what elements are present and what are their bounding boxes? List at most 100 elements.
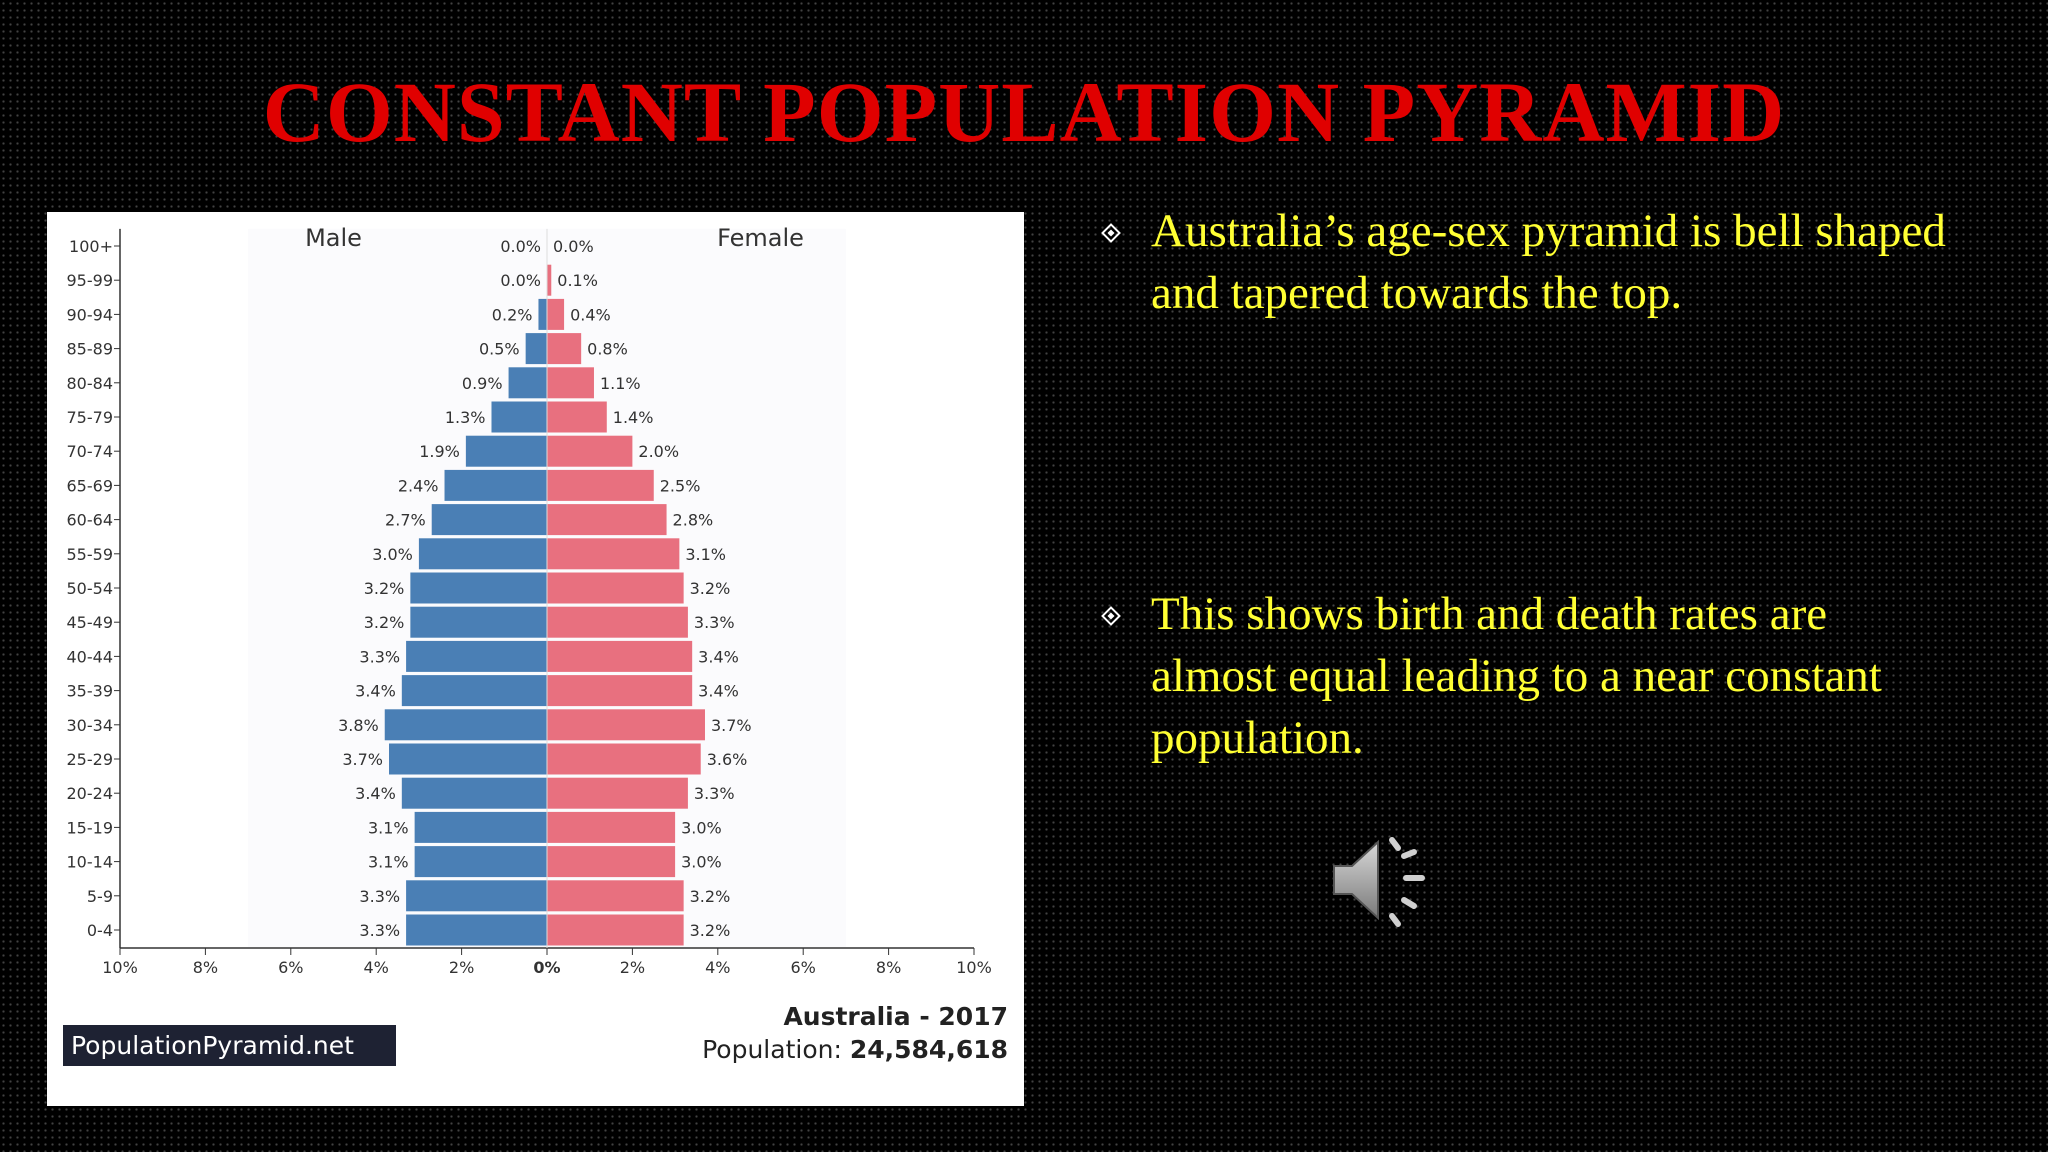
- female-data-label: 3.0%: [681, 818, 722, 837]
- female-data-label: 3.2%: [690, 887, 731, 906]
- female-data-label: 3.1%: [685, 545, 726, 564]
- male-data-label: 0.9%: [462, 374, 503, 393]
- female-data-label: 0.0%: [553, 237, 594, 256]
- x-tick-label: 6%: [791, 958, 816, 977]
- x-tick-label: 8%: [193, 958, 218, 977]
- x-tick-label: 4%: [705, 958, 730, 977]
- female-bar: [547, 811, 676, 843]
- slide-title: CONSTANT POPULATION PYRAMID: [262, 64, 1786, 160]
- female-data-label: 3.2%: [690, 579, 731, 598]
- female-bar: [547, 264, 552, 296]
- age-group-label: 85-89: [67, 340, 114, 359]
- age-group-label: 5-9: [87, 887, 113, 906]
- female-bar: [547, 538, 680, 570]
- age-group-label: 40-44: [67, 647, 114, 666]
- age-group-label: 100+: [69, 237, 113, 256]
- chart-population: Population: 24,584,618: [702, 1035, 1008, 1064]
- chart-country-year: Australia - 2017: [783, 1002, 1008, 1031]
- age-group-label: 80-84: [67, 374, 114, 393]
- male-data-label: 3.4%: [355, 682, 396, 701]
- male-bar: [406, 880, 547, 912]
- female-bar: [547, 572, 684, 604]
- pyramid-svg: 0.0% 0.0% 100+ 0.0% 0.1% 95-99 0.2% 0.4% 90-94 0.…: [67, 224, 992, 977]
- male-bar: [401, 675, 547, 707]
- age-group-label: 55-59: [67, 545, 114, 564]
- male-data-label: 1.9%: [419, 442, 460, 461]
- male-bar: [406, 914, 547, 946]
- male-bar: [384, 709, 547, 741]
- male-data-label: 3.1%: [368, 818, 409, 837]
- male-data-label: 2.4%: [398, 476, 439, 495]
- male-bar: [491, 401, 547, 433]
- male-bar: [538, 298, 547, 330]
- chart-footer: Australia - 2017 Population: 24,584,618: [702, 1002, 1008, 1064]
- male-data-label: 0.0%: [500, 271, 541, 290]
- female-data-label: 3.2%: [690, 921, 731, 940]
- female-bar: [547, 504, 667, 536]
- male-bar: [410, 572, 547, 604]
- female-data-label: 2.0%: [638, 442, 679, 461]
- age-group-label: 95-99: [67, 271, 114, 290]
- female-bar: [547, 880, 684, 912]
- female-data-label: 1.4%: [613, 408, 654, 427]
- age-group-label: 10-14: [67, 853, 114, 872]
- female-bar: [547, 675, 693, 707]
- female-bar: [547, 401, 607, 433]
- male-bar: [444, 469, 547, 501]
- age-group-label: 75-79: [67, 408, 114, 427]
- male-data-label: 2.7%: [385, 511, 426, 530]
- x-tick-label: 8%: [876, 958, 901, 977]
- male-bar: [525, 333, 547, 365]
- male-bar: [410, 606, 547, 638]
- male-bar: [414, 846, 547, 878]
- age-group-label: 0-4: [87, 921, 113, 940]
- male-data-label: 3.2%: [364, 613, 405, 632]
- male-data-label: 3.8%: [338, 716, 379, 735]
- x-tick-label: 10%: [102, 958, 138, 977]
- age-group-label: 45-49: [67, 613, 114, 632]
- female-data-label: 2.8%: [673, 511, 714, 530]
- male-bar: [465, 435, 547, 467]
- male-heading: Male: [305, 224, 362, 252]
- age-group-label: 35-39: [67, 682, 114, 701]
- male-data-label: 0.0%: [500, 237, 541, 256]
- female-bar: [547, 709, 705, 741]
- x-tick-label: 10%: [956, 958, 992, 977]
- population-pyramid-chart: 0.0% 0.0% 100+ 0.0% 0.1% 95-99 0.2% 0.4% 90-94 0.…: [47, 212, 1024, 1106]
- male-data-label: 3.1%: [368, 853, 409, 872]
- x-tick-label: 2%: [620, 958, 645, 977]
- male-data-label: 3.2%: [364, 579, 405, 598]
- female-bar: [547, 743, 701, 775]
- female-data-label: 3.6%: [707, 750, 748, 769]
- male-data-label: 1.3%: [445, 408, 486, 427]
- male-bar: [389, 743, 547, 775]
- female-bar: [547, 846, 676, 878]
- male-data-label: 3.3%: [359, 887, 400, 906]
- male-bar: [401, 777, 547, 809]
- age-group-label: 90-94: [67, 305, 114, 324]
- female-data-label: 2.5%: [660, 476, 701, 495]
- male-bar: [431, 504, 547, 536]
- female-data-label: 0.1%: [557, 271, 598, 290]
- female-bar: [547, 469, 654, 501]
- speaker-icon[interactable]: [1330, 830, 1434, 930]
- age-group-label: 25-29: [67, 750, 114, 769]
- female-bar: [547, 640, 693, 672]
- male-bar: [406, 640, 547, 672]
- age-group-label: 65-69: [67, 476, 114, 495]
- x-tick-label: 6%: [278, 958, 303, 977]
- female-bar: [547, 435, 633, 467]
- female-bar: [547, 298, 565, 330]
- age-group-label: 20-24: [67, 784, 114, 803]
- female-data-label: 3.3%: [694, 784, 735, 803]
- female-data-label: 0.4%: [570, 305, 611, 324]
- diamond-bullet-icon: [1101, 606, 1121, 626]
- female-data-label: 1.1%: [600, 374, 641, 393]
- age-group-label: 50-54: [67, 579, 114, 598]
- male-bar: [414, 811, 547, 843]
- bullet-text: Australia’s age-sex pyramid is bell shap…: [1151, 205, 1946, 319]
- age-group-label: 60-64: [67, 511, 114, 530]
- female-heading: Female: [717, 224, 804, 252]
- population-label: Population:: [702, 1035, 842, 1064]
- diamond-bullet-icon: [1101, 223, 1121, 243]
